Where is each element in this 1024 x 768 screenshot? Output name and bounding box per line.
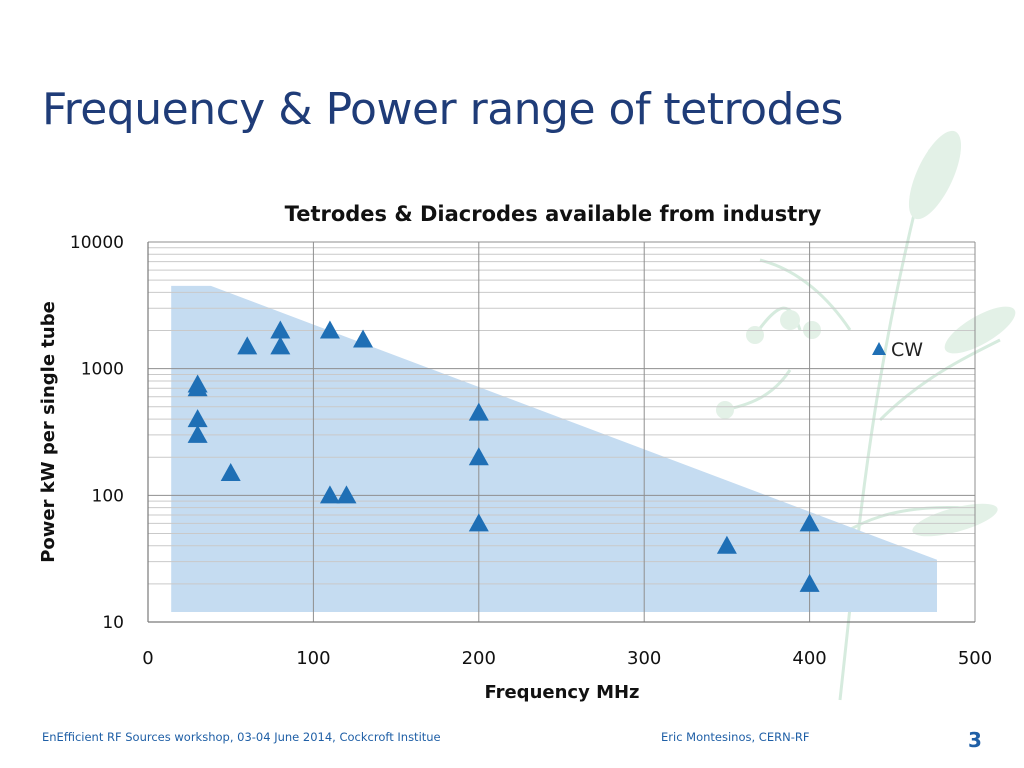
x-tick-label: 0 (142, 648, 153, 669)
data-point-triangle (187, 424, 208, 443)
data-point-triangle (319, 485, 340, 504)
x-axis-label: Frequency MHz (484, 682, 639, 703)
y-axis-ticks: 10 100 1000 10000 (70, 233, 124, 633)
y-tick-label: 10 (102, 613, 124, 633)
footer-author: Eric Montesinos, CERN-RF (661, 730, 810, 744)
data-point-triangle (319, 320, 340, 339)
legend: CW (872, 339, 923, 361)
data-point-triangle (799, 573, 820, 592)
data-point-triangle (270, 320, 291, 339)
data-point-triangle (187, 374, 208, 393)
data-point-triangle (270, 336, 291, 355)
y-tick-label: 10000 (70, 233, 124, 253)
data-point-triangle (187, 409, 208, 428)
x-tick-label: 200 (462, 648, 496, 669)
slide-title: Frequency & Power range of tetrodes (42, 84, 843, 135)
data-point-triangle (468, 402, 489, 421)
data-point-triangle (220, 463, 241, 482)
data-point-triangle (716, 535, 737, 554)
x-tick-label: 300 (627, 648, 661, 669)
y-axis-label: Power kW per single tube (38, 301, 59, 563)
cw-series (187, 320, 820, 592)
y-tick-label: 1000 (81, 360, 124, 380)
chart-axes (147, 242, 975, 623)
shaded-operating-region (171, 285, 937, 612)
x-tick-label: 500 (958, 648, 992, 669)
data-point-triangle (336, 485, 357, 504)
data-point-triangle (468, 447, 489, 466)
y-tick-label: 100 (92, 486, 124, 506)
data-point-triangle (799, 513, 820, 532)
data-point-triangle (353, 329, 374, 348)
x-tick-label: 100 (296, 648, 330, 669)
legend-label-cw: CW (891, 339, 923, 361)
x-axis-ticks: 0 100 200 300 400 500 (142, 648, 992, 669)
x-tick-label: 400 (792, 648, 826, 669)
data-point-triangle (468, 513, 489, 532)
data-point-triangle (237, 336, 258, 355)
chart-title: Tetrodes & Diacrodes available from indu… (285, 202, 822, 226)
legend-marker-triangle (872, 342, 886, 355)
chart-grid (147, 241, 976, 623)
page-number: 3 (968, 728, 982, 752)
footer-event: EnEfficient RF Sources workshop, 03-04 J… (42, 730, 441, 744)
